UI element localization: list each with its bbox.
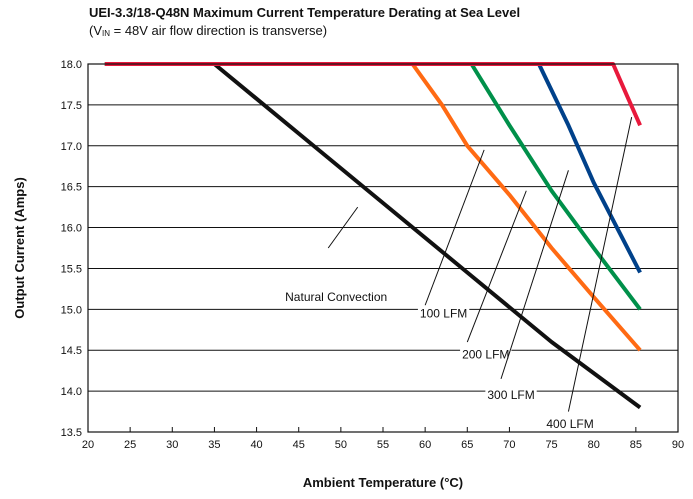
y-tick-label: 17.5 [61,100,82,112]
x-tick-label: 90 [672,439,684,451]
series-line-1 [104,62,642,352]
annotation-label: 300 LFM [487,388,534,402]
annotations: Natural Convection 100 LFM 200 LFM 300 LFM 4… [283,117,633,432]
grid [87,63,679,433]
x-tick-labels: 20 25 30 35 40 45 50 55 60 65 70 75 80 85 90 [82,439,684,451]
x-tick-label: 50 [335,439,347,451]
annotation-leader [327,206,359,249]
annotation-label-bg [485,387,537,404]
annotation-label-bg [460,346,512,363]
series-line-4 [104,62,642,127]
y-tick-label: 16.0 [61,223,82,235]
y-tick-label: 15.5 [61,263,82,275]
y-axis-label: Output Current (Amps) [12,177,27,319]
y-tick-label: 15.0 [61,304,82,316]
y-tick-label: 16.5 [61,182,82,194]
annotation-label-bg [283,289,390,306]
x-tick-label: 80 [588,439,600,451]
annotation-label: 200 LFM [462,347,509,361]
annotation-leader [567,117,633,412]
x-tick-label: 40 [250,439,262,451]
x-tick-label: 85 [630,439,642,451]
annotation-leader [424,149,485,306]
chart-title: UEI-3.3/18-Q48N Maximum Current Temperat… [89,5,520,20]
annotation-leader [500,170,569,379]
series-line-0 [104,62,642,410]
x-tick-label: 55 [377,439,389,451]
series-line-3 [104,62,642,274]
x-tick-label: 60 [419,439,431,451]
x-tick-label: 20 [82,439,94,451]
x-tick-label: 45 [293,439,305,451]
x-tick-label: 75 [545,439,557,451]
annotation-label: 100 LFM [420,306,467,320]
annotation-leader [466,190,527,343]
x-tick-label: 70 [503,439,515,451]
y-tick-label: 13.5 [61,427,82,439]
y-tick-label: 14.5 [61,345,82,357]
annotation-label: Natural Convection [285,290,387,304]
y-tick-label: 17.0 [61,141,82,153]
y-tick-labels: 13.5 14.0 14.5 15.0 15.5 16.0 16.5 17.0 17.5 18.0 [61,59,82,439]
annotation-label-bg [544,415,596,432]
x-tick-label: 25 [124,439,136,451]
series-lines [104,62,642,410]
x-tick-label: 35 [208,439,220,451]
chart-subtitle: (VIN = 48V air flow direction is transve… [89,23,327,38]
x-tick-label: 65 [461,439,473,451]
plot-frame [87,63,679,433]
annotation-label: 400 LFM [546,417,593,431]
annotation-label-bg [417,305,470,322]
y-tick-label: 14.0 [61,386,82,398]
y-tick-label: 18.0 [61,59,82,71]
x-tick-label: 30 [166,439,178,451]
x-axis-label: Ambient Temperature (°C) [303,475,463,490]
